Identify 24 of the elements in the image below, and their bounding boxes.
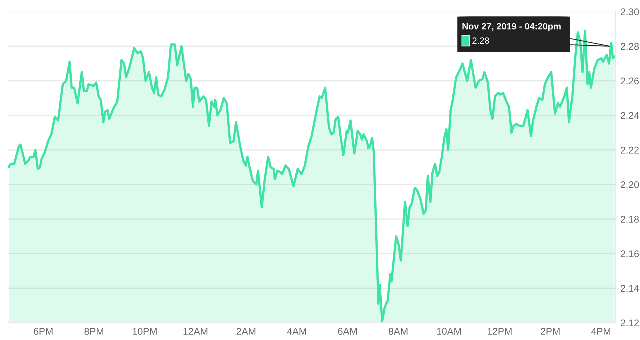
- x-tick-label: 12AM: [184, 328, 208, 335]
- annotation: Nov 27, 2019 - 04:20pm: [462, 23, 561, 32]
- x-tick-label: 6PM: [34, 328, 53, 335]
- x-tick-label: 4PM: [592, 328, 611, 335]
- y-tick-label: 2.16: [621, 250, 640, 258]
- x-tick-label: 2AM: [236, 328, 256, 335]
- y-tick-label: 2.12: [621, 320, 639, 327]
- x-tick-label: 10AM: [437, 328, 462, 335]
- y-tick-label: 2.18: [621, 216, 640, 223]
- y-tick-label: 2.22: [621, 146, 639, 154]
- x-tick-label: 8AM: [388, 328, 408, 335]
- y-tick-label: 2.24: [621, 112, 640, 120]
- y-tick-label: 2.30: [621, 8, 640, 16]
- y-tick-label: 2.20: [621, 181, 640, 188]
- y-tick-label: 2.14: [621, 285, 640, 292]
- x-tick-label: 6AM: [338, 328, 358, 335]
- y-tick-label: 2.28: [621, 43, 640, 50]
- x-tick-label: 4AM: [287, 328, 306, 335]
- x-tick-label: 2PM: [541, 328, 560, 335]
- x-tick-label: 12PM: [488, 328, 512, 335]
- y-tick-label: 2.26: [621, 78, 640, 85]
- annotation: 2.28: [472, 38, 490, 44]
- x-tick-label: 8PM: [84, 328, 104, 335]
- x-tick-label: 10PM: [133, 328, 157, 335]
